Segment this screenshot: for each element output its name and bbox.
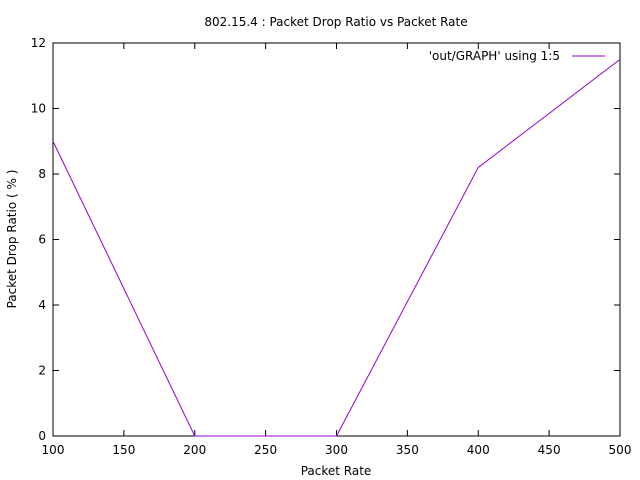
- y-axis-label: Packet Drop Ratio ( % ): [5, 170, 19, 309]
- x-tick-label-450: 450: [538, 443, 561, 457]
- y-tick-label-8: 8: [38, 167, 46, 181]
- y-tick-label-10: 10: [31, 102, 46, 116]
- series-line-0: [52, 58, 621, 437]
- chart-title: 802.15.4 : Packet Drop Ratio vs Packet R…: [204, 15, 467, 29]
- x-tick-label-400: 400: [467, 443, 490, 457]
- y-tick-label-6: 6: [38, 233, 46, 247]
- x-axis-label: Packet Rate: [301, 464, 372, 478]
- y-tick-label-0: 0: [38, 429, 46, 443]
- x-tick-label-250: 250: [254, 443, 277, 457]
- x-tick-label-200: 200: [183, 443, 206, 457]
- y-tick-label-12: 12: [31, 36, 46, 50]
- plot-area: 100 150 200 250 300 350 400 450 500 0 2 4 6 8 10 12: [31, 36, 632, 457]
- x-tick-label-100: 100: [42, 443, 65, 457]
- y-tick-label-2: 2: [38, 364, 46, 378]
- plot-frame: [52, 42, 621, 437]
- x-tick-label-300: 300: [325, 443, 348, 457]
- legend: 'out/GRAPH' using 1:5: [429, 49, 605, 63]
- x-tick-label-350: 350: [396, 443, 419, 457]
- legend-label: 'out/GRAPH' using 1:5: [429, 49, 560, 63]
- y-tick-label-4: 4: [38, 298, 46, 312]
- x-tick-label-500: 500: [609, 443, 632, 457]
- x-tick-label-150: 150: [112, 443, 135, 457]
